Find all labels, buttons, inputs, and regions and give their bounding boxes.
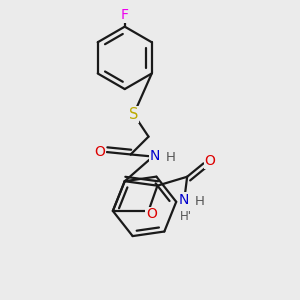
Text: N: N <box>149 149 160 163</box>
Text: O: O <box>146 208 157 221</box>
Text: O: O <box>205 154 215 168</box>
Text: S: S <box>129 107 138 122</box>
Text: F: F <box>121 8 129 22</box>
Text: O: O <box>94 145 105 159</box>
Text: N: N <box>178 193 189 207</box>
Text: H: H <box>195 195 205 208</box>
Text: H: H <box>165 151 175 164</box>
Text: H': H' <box>180 210 192 224</box>
